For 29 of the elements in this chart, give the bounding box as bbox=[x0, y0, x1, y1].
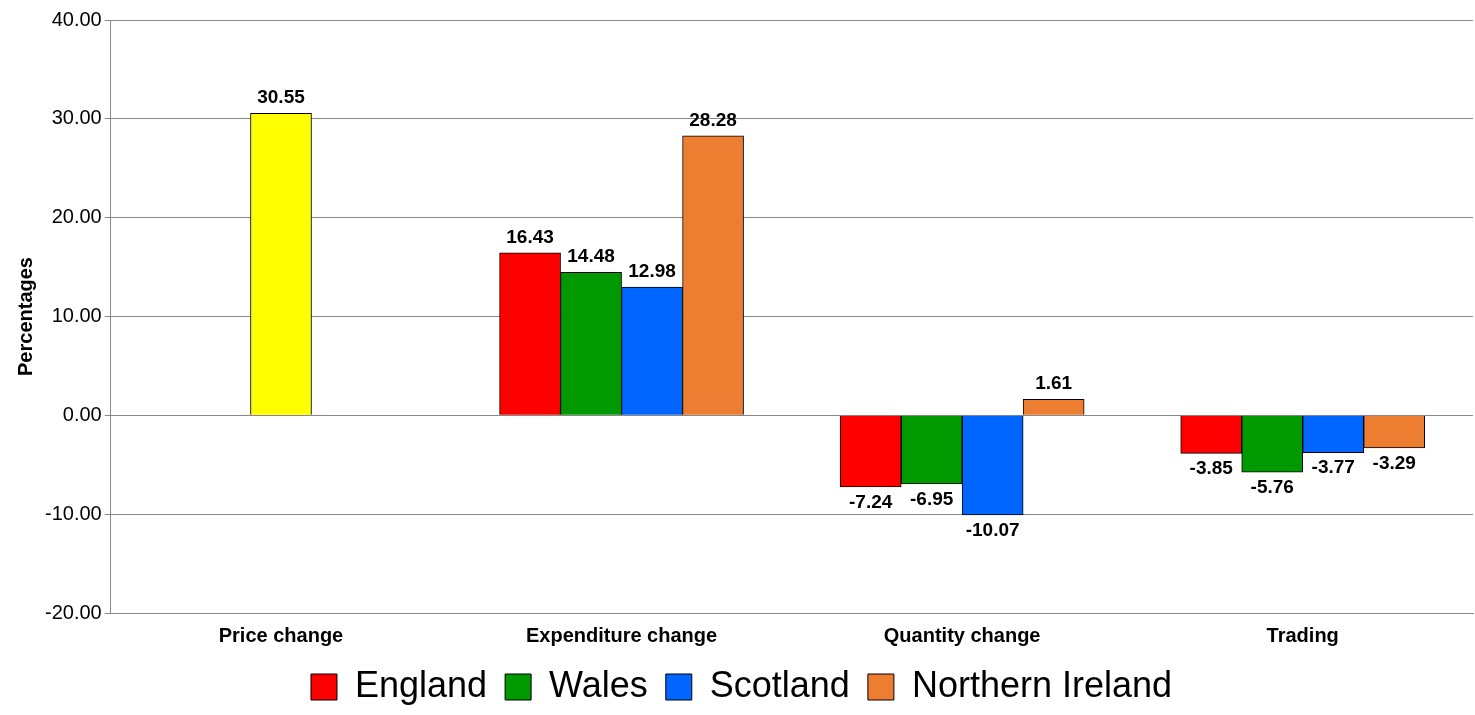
y-tick-label: -20.00 bbox=[44, 600, 102, 623]
y-tick-label: 0.00 bbox=[62, 402, 102, 425]
data-label: 12.98 bbox=[628, 259, 676, 281]
data-label: 30.55 bbox=[257, 86, 306, 108]
x-tick-label: Trading bbox=[1266, 623, 1339, 646]
y-tick-label: -10.00 bbox=[44, 501, 102, 524]
legend-label: England bbox=[354, 663, 488, 705]
y-tick-label: 10.00 bbox=[51, 304, 102, 327]
legend-label: Northern Ireland bbox=[911, 663, 1173, 705]
legend-label: Wales bbox=[549, 663, 648, 705]
x-tick-label: Price change bbox=[218, 623, 344, 646]
data-label: -3.85 bbox=[1189, 457, 1234, 479]
x-tick-label: Expenditure change bbox=[525, 623, 718, 646]
data-label: -5.76 bbox=[1250, 476, 1294, 497]
data-label: 16.43 bbox=[506, 225, 554, 247]
data-label: 1.61 bbox=[1035, 372, 1073, 394]
y-tick-label: 40.00 bbox=[51, 7, 102, 30]
data-label: -3.29 bbox=[1372, 451, 1416, 473]
y-tick-label: 30.00 bbox=[51, 106, 102, 129]
data-label: -7.24 bbox=[848, 490, 893, 512]
data-label: -6.95 bbox=[909, 487, 954, 509]
data-label: -10.07 bbox=[965, 518, 1020, 540]
data-label: -3.77 bbox=[1311, 456, 1355, 478]
legend-label: Scotland bbox=[709, 663, 850, 705]
y-tick-label: 20.00 bbox=[51, 205, 102, 228]
data-label: 28.28 bbox=[689, 108, 737, 130]
x-tick-label: Quantity change bbox=[883, 623, 1041, 646]
data-label: 14.48 bbox=[567, 244, 615, 266]
y-axis-title: Percentages bbox=[13, 257, 36, 376]
